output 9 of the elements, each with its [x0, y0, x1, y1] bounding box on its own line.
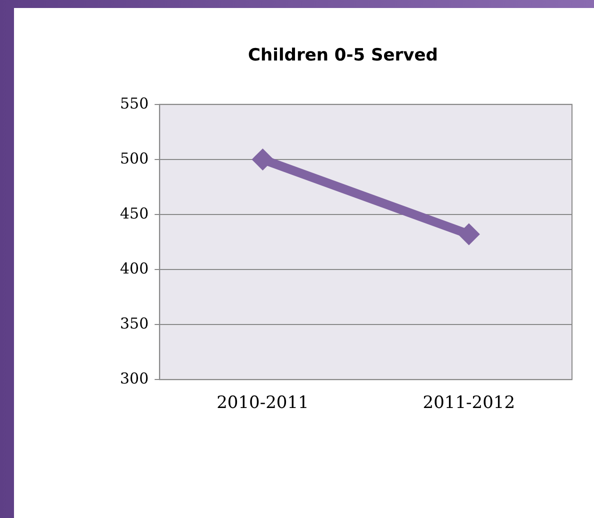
x-tick-label: 2010-2011 [216, 393, 309, 414]
y-tick-label: 500 [120, 149, 149, 168]
y-tick-label: 400 [120, 259, 149, 278]
y-tick-label: 550 [120, 94, 149, 112]
y-tick-label: 300 [120, 369, 149, 388]
y-tick-label: 450 [120, 204, 149, 222]
y-tick-label: 350 [120, 314, 149, 332]
chart-title: Children 0-5 Served [248, 46, 438, 66]
x-tick-label: 2011-2012 [422, 393, 516, 414]
